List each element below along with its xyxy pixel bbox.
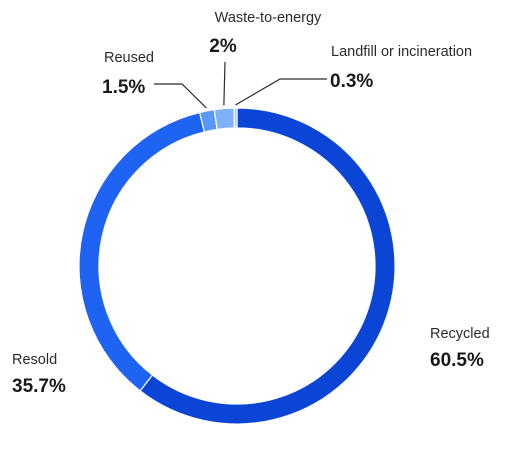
slice-label-reused: Reused xyxy=(104,50,154,66)
slice-resold xyxy=(78,111,206,392)
leader-lines xyxy=(154,61,327,109)
slice-label-landfill-or-incineration: Landfill or incineration xyxy=(331,44,472,60)
slice-value-resold: 35.7% xyxy=(12,376,66,397)
slice-recycled xyxy=(139,107,396,425)
slice-label-recycled: Recycled xyxy=(430,326,490,342)
slice-label-resold: Resold xyxy=(12,352,57,368)
leader-line-waste-to-energy xyxy=(223,61,226,106)
slice-value-waste-to-energy: 2% xyxy=(209,36,237,57)
slice-value-reused: 1.5% xyxy=(102,77,145,98)
slice-landfill-or-incineration xyxy=(233,107,238,129)
slice-waste-to-energy xyxy=(213,107,236,131)
leader-line-reused xyxy=(154,83,207,109)
slice-label-waste-to-energy: Waste-to-energy xyxy=(215,10,322,26)
slice-value-landfill-or-incineration: 0.3% xyxy=(330,71,373,92)
donut-slices xyxy=(78,107,396,425)
slice-value-recycled: 60.5% xyxy=(430,350,484,371)
leader-line-landfill-or-incineration xyxy=(235,78,327,106)
